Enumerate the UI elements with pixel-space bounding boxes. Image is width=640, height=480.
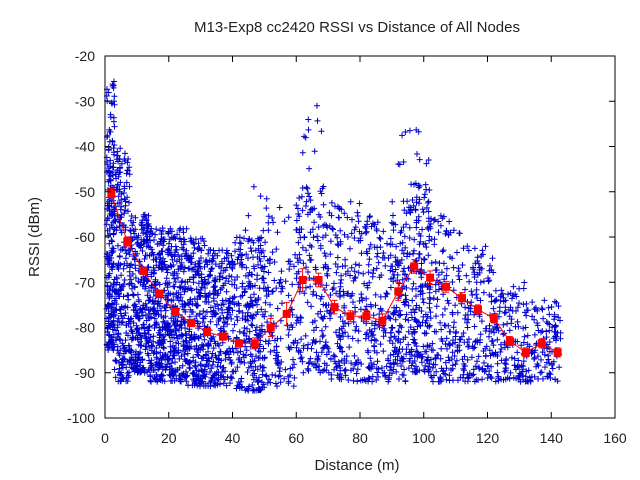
mean-point xyxy=(203,328,211,337)
x-tick-label: 80 xyxy=(352,430,368,446)
mean-point xyxy=(250,339,259,348)
mean-point xyxy=(123,237,132,246)
mean-point xyxy=(234,339,243,348)
mean-series xyxy=(107,188,562,358)
mean-point xyxy=(458,294,466,303)
y-tick-label: -50 xyxy=(75,184,95,200)
mean-point xyxy=(410,262,419,271)
mean-point xyxy=(187,318,196,327)
y-tick-label: -40 xyxy=(75,139,95,155)
y-axis-title: RSSI (dBm) xyxy=(26,197,43,277)
mean-point xyxy=(282,309,291,318)
mean-point xyxy=(442,282,451,291)
chart-title: M13-Exp8 cc2420 RSSI vs Distance of All … xyxy=(194,19,520,36)
y-axis: -100 -90 -80 -70 -60 -50 -40 -30 -20 xyxy=(67,48,615,426)
mean-point xyxy=(107,190,116,199)
mean-point xyxy=(537,339,546,348)
mean-point xyxy=(218,332,227,341)
x-tick-label: 60 xyxy=(288,430,304,446)
mean-point xyxy=(298,275,307,284)
scatter-marks xyxy=(103,78,564,394)
mean-point xyxy=(266,323,275,332)
mean-point xyxy=(314,275,323,284)
y-tick-label: -100 xyxy=(67,410,95,426)
mean-point xyxy=(553,348,562,357)
y-tick-label: -80 xyxy=(75,320,95,336)
y-tick-label: -30 xyxy=(75,93,95,109)
x-tick-label: 100 xyxy=(412,430,436,446)
mean-point xyxy=(505,337,514,346)
y-tick-label: -90 xyxy=(75,365,95,381)
mean-point xyxy=(362,312,371,321)
x-tick-label: 0 xyxy=(101,430,109,446)
mean-point xyxy=(473,305,482,314)
mean-point xyxy=(155,289,164,298)
x-tick-label: 120 xyxy=(476,430,500,446)
mean-point xyxy=(330,303,339,312)
y-tick-label: -70 xyxy=(75,274,95,290)
scatter-points xyxy=(103,78,564,394)
mean-point xyxy=(489,314,498,323)
mean-point xyxy=(171,307,180,316)
y-tick-label: -60 xyxy=(75,229,95,245)
mean-point xyxy=(521,348,530,357)
mean-point xyxy=(394,287,403,296)
x-axis: 0 20 40 60 80 100 120 140 160 xyxy=(101,56,627,446)
y-tick-label: -20 xyxy=(75,48,95,64)
mean-point xyxy=(426,273,435,282)
mean-point xyxy=(378,316,387,325)
x-tick-label: 20 xyxy=(161,430,177,446)
x-tick-label: 140 xyxy=(540,430,564,446)
mean-point xyxy=(139,266,148,275)
mean-point xyxy=(346,312,355,321)
x-axis-title: Distance (m) xyxy=(314,457,399,474)
x-tick-label: 160 xyxy=(603,430,627,446)
x-tick-label: 40 xyxy=(225,430,241,446)
